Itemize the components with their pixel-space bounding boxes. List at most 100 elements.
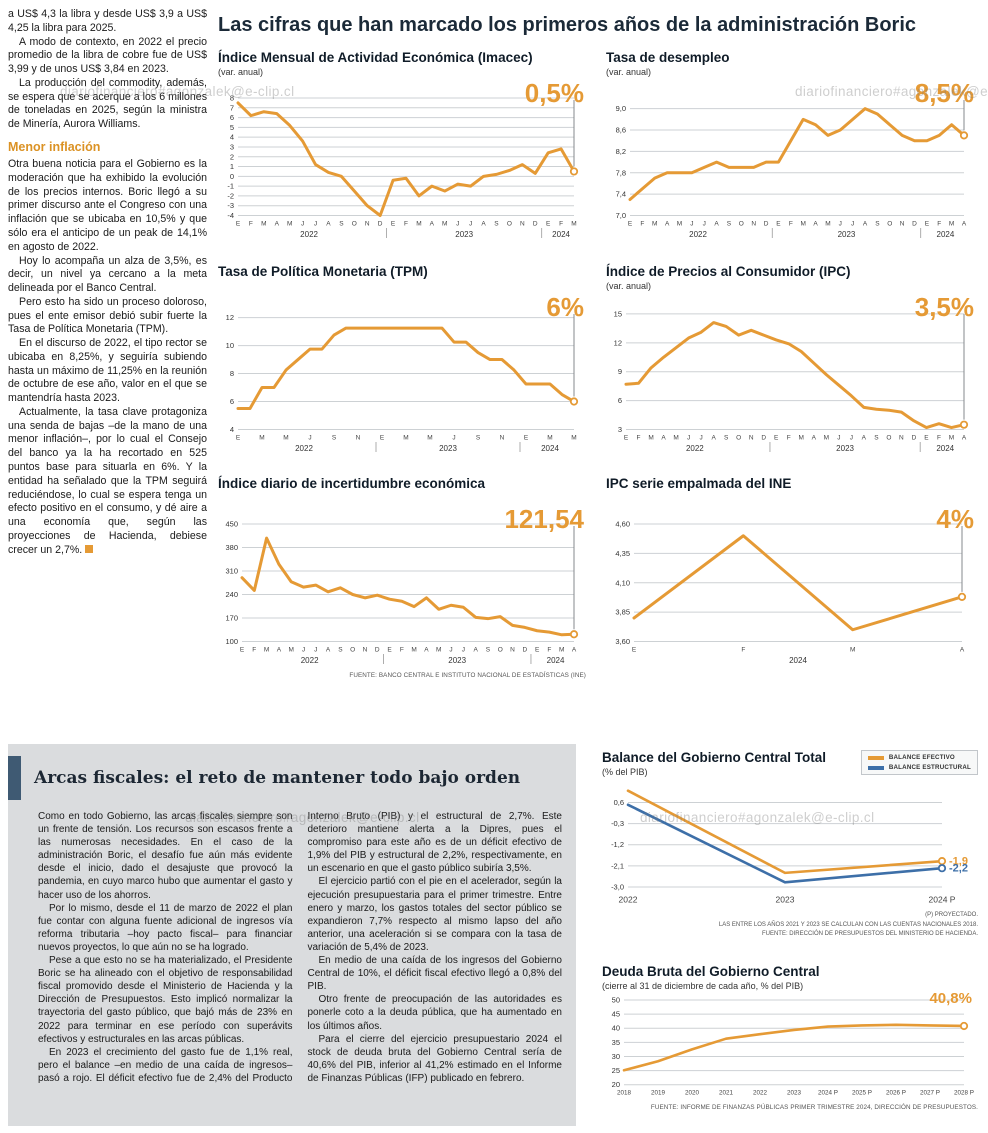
svg-text:A: A: [326, 221, 331, 228]
svg-text:N: N: [900, 221, 905, 228]
arcas-title: Arcas fiscales: el reto de mantener todo…: [34, 768, 521, 788]
svg-text:2023: 2023: [836, 444, 854, 453]
svg-text:2024 P: 2024 P: [929, 895, 956, 905]
svg-text:S: S: [875, 221, 880, 228]
svg-text:E: E: [546, 221, 551, 228]
chart-title: Índice de Precios al Consumidor (IPC): [606, 264, 851, 279]
svg-text:6: 6: [618, 396, 622, 405]
legend: BALANCE EFECTIVO BALANCE ESTRUCTURAL: [860, 750, 978, 775]
svg-text:45: 45: [612, 1010, 620, 1019]
svg-text:-1,9: -1,9: [949, 856, 968, 868]
svg-text:6: 6: [230, 397, 234, 406]
svg-text:2: 2: [230, 152, 234, 161]
svg-text:D: D: [375, 647, 380, 654]
svg-text:M: M: [824, 435, 829, 442]
svg-text:8,2: 8,2: [616, 147, 626, 156]
svg-text:2022: 2022: [686, 444, 704, 453]
svg-text:A: A: [277, 647, 282, 654]
svg-text:15: 15: [614, 309, 622, 318]
svg-text:A: A: [812, 435, 817, 442]
svg-text:S: S: [476, 435, 481, 442]
svg-text:D: D: [378, 221, 383, 228]
svg-text:D: D: [522, 647, 527, 654]
paragraph: En 2023 el crecimiento del gasto fue de …: [38, 811, 562, 1084]
svg-text:M: M: [403, 435, 408, 442]
svg-text:-1: -1: [227, 182, 234, 191]
svg-text:M: M: [261, 221, 266, 228]
svg-text:N: N: [500, 435, 505, 442]
svg-text:F: F: [789, 221, 793, 228]
svg-text:A: A: [481, 221, 486, 228]
article-paragraphs-bottom: Otra buena noticia para el Gobierno es l…: [8, 158, 207, 557]
svg-text:J: J: [851, 221, 854, 228]
svg-text:M: M: [416, 221, 421, 228]
svg-text:2023: 2023: [448, 656, 466, 665]
svg-text:F: F: [547, 647, 551, 654]
svg-text:2022: 2022: [295, 444, 313, 453]
svg-text:J: J: [301, 221, 304, 228]
svg-text:7,4: 7,4: [616, 190, 626, 199]
svg-text:A: A: [813, 221, 818, 228]
paragraph: Pero esto ha sido un proceso doloroso, p…: [8, 295, 207, 336]
svg-text:12: 12: [614, 338, 622, 347]
svg-text:O: O: [352, 221, 357, 228]
svg-text:M: M: [288, 647, 293, 654]
svg-text:8: 8: [230, 369, 234, 378]
latest-value-label: 3,5%: [914, 292, 974, 322]
svg-text:F: F: [937, 435, 941, 442]
svg-text:2020: 2020: [685, 1090, 700, 1097]
svg-text:3: 3: [230, 142, 234, 151]
svg-text:-2,1: -2,1: [611, 861, 624, 870]
chart-title: Tasa de desempleo: [606, 50, 730, 65]
svg-text:J: J: [699, 435, 702, 442]
paragraph: Otro frente de preocupación de las autor…: [307, 994, 563, 1032]
paragraph: En el discurso de 2022, el tipo rector s…: [8, 337, 207, 405]
svg-text:E: E: [387, 647, 392, 654]
paragraph: Como en todo Gobierno, las arcas fiscale…: [38, 811, 293, 901]
ipc-plot: 15 12 9 6 3 E F M A M J J A S O N D E F M A M J J A S O N D E F M A 2022 2…: [606, 306, 976, 456]
svg-text:450: 450: [225, 520, 238, 529]
svg-text:S: S: [724, 435, 729, 442]
svg-text:M: M: [283, 435, 288, 442]
svg-text:9: 9: [618, 367, 622, 376]
svg-text:A: A: [665, 221, 670, 228]
svg-text:J: J: [449, 647, 452, 654]
paragraph: Otra buena noticia para el Gobierno es l…: [8, 158, 207, 253]
svg-text:F: F: [741, 647, 745, 654]
source-note: FUENTE: INFORME DE FINANZAS PÚBLICAS PRI…: [650, 1104, 978, 1111]
svg-text:100: 100: [225, 637, 238, 646]
chart-title: Deuda Bruta del Gobierno Central: [602, 964, 820, 979]
svg-text:380: 380: [225, 543, 238, 552]
svg-text:J: J: [308, 435, 311, 442]
latest-value-label: 4%: [936, 504, 974, 534]
chart-title: Índice Mensual de Actividad Económica (I…: [218, 50, 533, 65]
svg-text:E: E: [236, 221, 241, 228]
svg-text:N: N: [520, 221, 525, 228]
chart-subtitle: (var. anual): [218, 67, 264, 77]
desempleo-plot: 9,0 8,6 8,2 7,8 7,4 7,0 E F M A M J J A S O N D E F M A M J J A S O…: [606, 92, 976, 242]
chart-incertidumbre: Índice diario de incertidumbre económica…: [218, 474, 586, 679]
svg-text:2024: 2024: [547, 656, 565, 665]
svg-text:O: O: [498, 647, 503, 654]
svg-text:2024: 2024: [936, 444, 954, 453]
legend-label-efectivo: BALANCE EFECTIVO: [888, 754, 955, 761]
svg-text:0: 0: [230, 172, 234, 181]
svg-text:M: M: [442, 221, 447, 228]
svg-text:E: E: [632, 647, 637, 654]
svg-text:2022: 2022: [301, 656, 319, 665]
svg-text:2023: 2023: [455, 230, 473, 239]
svg-text:F: F: [252, 647, 256, 654]
accent-bar: [8, 756, 21, 800]
chart-subtitle: (var. anual): [606, 281, 652, 291]
svg-text:E: E: [524, 435, 529, 442]
svg-text:E: E: [380, 435, 385, 442]
svg-text:-1,2: -1,2: [611, 840, 624, 849]
svg-text:2023: 2023: [439, 444, 457, 453]
svg-text:0,6: 0,6: [614, 798, 624, 807]
svg-text:F: F: [404, 221, 408, 228]
svg-text:E: E: [535, 647, 540, 654]
svg-text:4: 4: [230, 425, 234, 434]
svg-text:M: M: [825, 221, 830, 228]
